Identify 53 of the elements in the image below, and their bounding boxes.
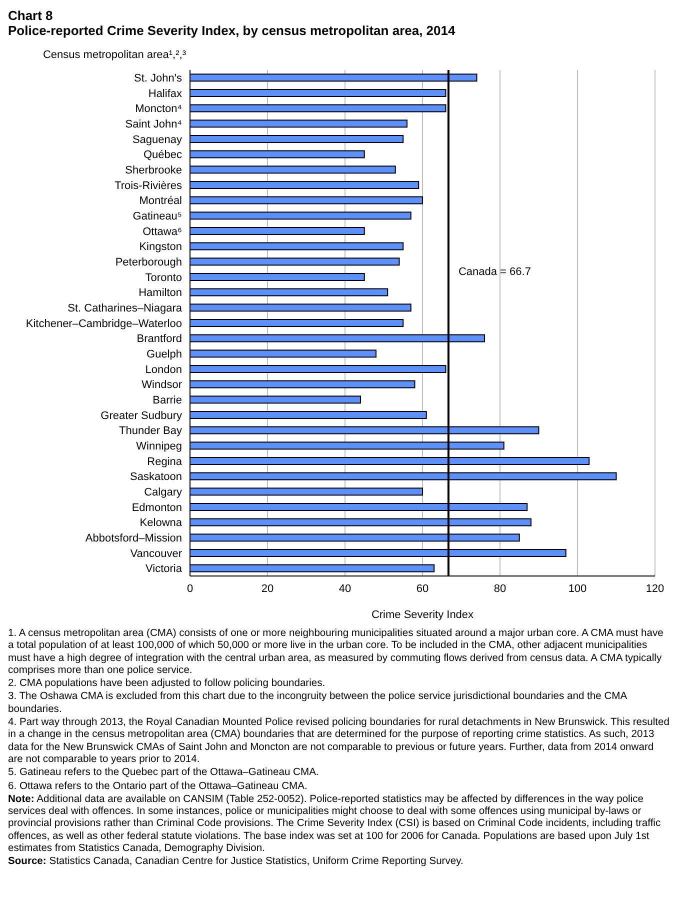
- y-tick-label: Gatineau⁵: [132, 210, 182, 223]
- y-tick-label: Guelph: [146, 348, 182, 361]
- text: 2. CMA populations have been adjusted to follow policing boundaries.: [8, 678, 326, 690]
- y-tick-label: Trois-Rivières: [114, 180, 182, 192]
- y-tick-label: Kelowna: [140, 517, 183, 530]
- y-tick-label: Regina: [147, 456, 183, 468]
- y-tick-label: Montréal: [139, 195, 182, 208]
- y-tick-label: London: [145, 364, 182, 376]
- y-tick-label: Saskatoon: [130, 471, 182, 484]
- text: Chart 8: [8, 8, 54, 23]
- y-tick-label: St. John's: [134, 72, 182, 85]
- y-tick-label: Québec: [143, 149, 182, 162]
- y-tick-label: Edmonton: [132, 502, 182, 514]
- y-tick-label: Greater Sudbury: [100, 410, 182, 422]
- chart-subtitle: Police-reported Crime Severity Index, by census metropolitan area, 2014: [8, 23, 456, 38]
- y-tick-label: Toronto: [145, 272, 182, 284]
- y-tick-label: Sherbrooke: [125, 164, 182, 177]
- y-tick-label: Abbotsford–Mission: [85, 532, 182, 545]
- y-tick-label: Moncton⁴: [135, 103, 182, 116]
- source-note: Source: Statistics Canada, Canadian Centre for Justice Statistics, Uniform Crime Reporting Survey.: [8, 856, 464, 869]
- text: 1. A census metropolitan area (CMA) consists of one or more neighbouring municipalities situated around a major urban core. A CMA must have a total population of at least 100,000 of which 50,000 or more live in the urban core. To be included in the CMA, other adjacent municipalities must have a high degree of integration with the central urban area, as measured by commuting flows derived from census data. A CMA typically comprises more than one police service.: [8, 628, 664, 678]
- y-axis-title: Census metropolitan area¹,²,³: [42, 48, 186, 62]
- y-tick-label: Peterborough: [115, 256, 182, 269]
- y-tick-label: Ottawa⁶: [142, 226, 182, 238]
- y-tick-label: Kitchener–Cambridge–Waterloo: [26, 318, 182, 330]
- x-tick-label: 40: [338, 582, 352, 595]
- y-tick-label: Barrie: [152, 394, 182, 407]
- y-tick-label: Halifax: [148, 88, 182, 100]
- x-tick-label: 80: [494, 582, 506, 595]
- y-tick-label: Hamilton: [138, 287, 182, 300]
- text: 4. Part way through 2013, the Royal Canadian Mounted Police revised policing boundaries for rural detachments in New Brunswick. This resulted in a change in the census metropolitan area (CMA) boundaries that are determined for the purpose of reporting crime statistics. As such, 2013 data for the New Brunswick CMAs of Saint John and Moncton are not comparable to previous or future years. Further, data from 2014 onward are not comparable to years prior to 2014.: [8, 717, 670, 766]
- y-tick-label: Saguenay: [132, 134, 182, 146]
- ref-line-label: Canada = 66.7: [458, 266, 531, 278]
- x-tick-label: 20: [261, 582, 274, 595]
- y-tick-label: Vancouver: [130, 548, 182, 560]
- text: 3. The Oshawa CMA is excluded from this chart due to the incongruity between the police service jurisdictional boundaries and the CMA boundaries.: [8, 691, 628, 716]
- text: 5. Gatineau refers to the Quebec part of the Ottawa–Gatineau CMA.: [8, 767, 320, 780]
- y-tick-label: Saint John⁴: [125, 118, 182, 131]
- y-tick-label: Winnipeg: [136, 440, 182, 453]
- y-tick-label: Calgary: [144, 486, 182, 499]
- y-tick-label: Kingston: [139, 241, 182, 254]
- y-tick-label: Thunder Bay: [119, 425, 182, 438]
- text: 6. Ottawa refers to the Ontario part of the Ottawa–Gatineau CMA.: [8, 780, 308, 793]
- x-tick-label: 120: [646, 582, 664, 595]
- x-tick-label: 0: [186, 582, 194, 595]
- y-tick-label: Victoria: [146, 563, 183, 576]
- text: Note: Additional data are available on CANSIM (Table 252-0052). Police-reported statistics may be affected by differences in the way police services deal with offences. In some instances, police or municipalities might choose to deal with some offences using municipal by-laws or provincial provisions rather than Criminal Code provisions. The Crime Severity Index (CSI) is based on Criminal Code incidents, including traffic offences, as well as other federal statute violations. The base index was set at 100 for 2006 for Canada. Populations are based upon July 1st estimates from Statistics Canada, Demography Division.: [8, 794, 662, 856]
- x-axis-title: Crime Severity Index: [371, 609, 474, 621]
- y-tick-label: St. Catharines–Niagara: [68, 302, 183, 315]
- x-tick-label: 100: [568, 582, 587, 595]
- x-tick-label: 60: [416, 582, 429, 595]
- y-tick-label: Brantford: [136, 333, 182, 346]
- y-tick-label: Windsor: [142, 379, 182, 392]
